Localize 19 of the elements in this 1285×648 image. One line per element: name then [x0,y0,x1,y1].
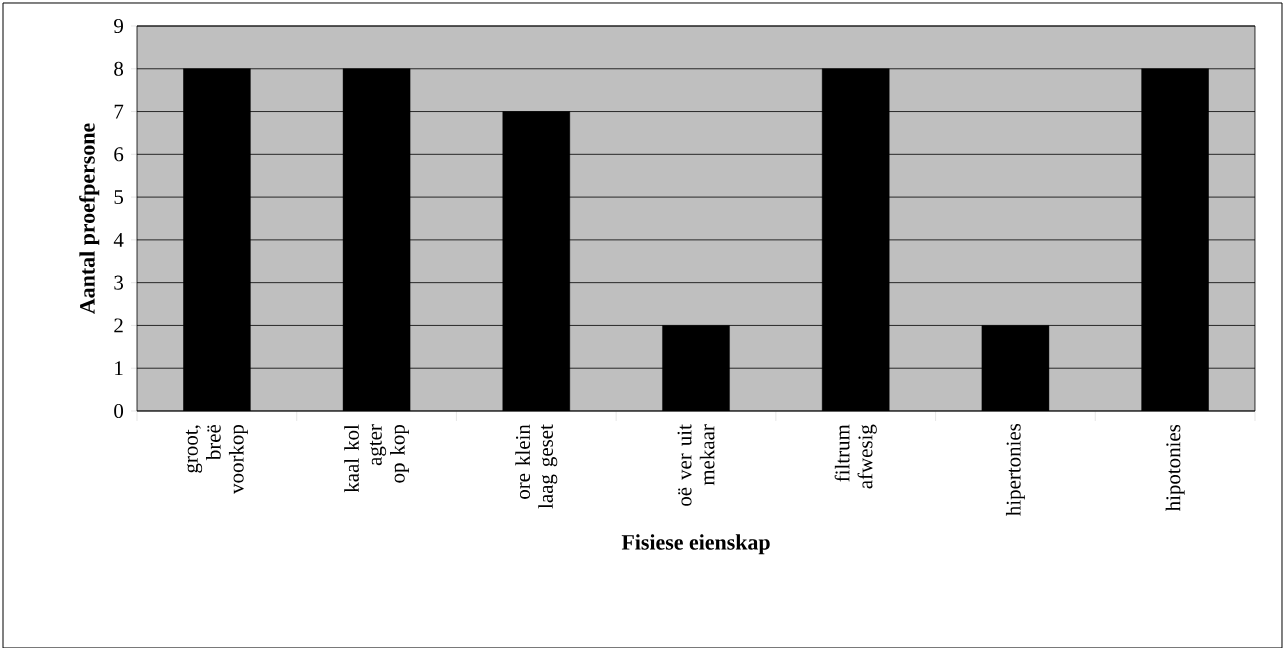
x-tick-label: hipertonies [1005,423,1025,516]
x-tick-label: hipotonies [1165,424,1185,511]
y-tick-label: 6 [114,147,124,162]
y-tick-label: 0 [114,403,124,418]
y-tick-label: 2 [114,318,123,333]
y-tick-label: 5 [114,189,124,204]
x-tick-label: groot, breë voorkop [185,424,248,494]
x-tick-label: oë ver uit mekaar [677,424,715,506]
x-tick-label: kaal kol agter op kop [344,424,409,493]
x-tick-label: filtrum afwesig [834,424,877,489]
y-tick-label: 4 [113,232,124,247]
x-axis-title: Fisiese eienskap [621,534,770,554]
y-tick-label: 7 [114,104,124,119]
y-tick-label: 9 [114,18,123,33]
x-tick-label: ore klein laag geset [515,424,558,509]
y-tick-label: 3 [114,275,124,290]
y-axis-title: Aantal proefpersone [79,123,100,314]
y-tick-label: 8 [114,61,124,76]
y-tick-label: 1 [115,361,123,375]
